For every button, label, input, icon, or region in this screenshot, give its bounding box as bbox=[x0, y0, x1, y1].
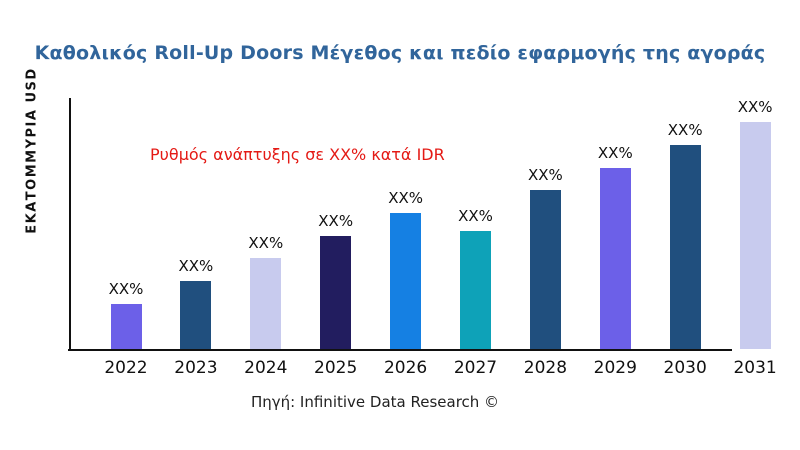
bar-2028 bbox=[529, 190, 561, 349]
bar-value-label-2027: XX% bbox=[458, 207, 493, 225]
bar-2030 bbox=[669, 145, 701, 349]
growth-annotation: Ρυθμός ανάπτυξης σε XX% κατά IDR bbox=[150, 145, 445, 164]
bar-value-label-2028: XX% bbox=[527, 166, 563, 184]
source-text: Πηγή: Infinitive Data Research © bbox=[250, 393, 500, 411]
bar-value-label-2022: XX% bbox=[108, 280, 144, 298]
y-axis-label: ΕΚΑΤΟΜΜΥΡΙΑ USD bbox=[24, 67, 40, 234]
x-tick-2023: 2023 bbox=[174, 358, 218, 378]
bar-2029 bbox=[599, 168, 631, 349]
x-tick-2028: 2028 bbox=[523, 358, 568, 378]
x-tick-2022: 2022 bbox=[104, 358, 148, 378]
bar-2023 bbox=[180, 281, 212, 349]
x-tick-2031: 2031 bbox=[733, 358, 777, 378]
bar-2026 bbox=[390, 213, 422, 349]
bar-value-label-2023: XX% bbox=[178, 257, 214, 275]
bar-2027 bbox=[460, 231, 491, 349]
y-axis-line bbox=[69, 98, 71, 351]
bar-value-label-2029: XX% bbox=[597, 144, 633, 162]
x-tick-2029: 2029 bbox=[593, 358, 637, 378]
x-axis-line bbox=[68, 349, 732, 351]
bar-value-label-2026: XX% bbox=[388, 189, 423, 207]
x-tick-2025: 2025 bbox=[314, 358, 358, 378]
bar-2025 bbox=[320, 236, 352, 349]
bar-2031 bbox=[739, 122, 771, 349]
bar-value-label-2031: XX% bbox=[737, 98, 773, 116]
chart-title: Καθολικός Roll-Up Doors Μέγεθος και πεδί… bbox=[34, 42, 766, 64]
x-tick-2027: 2027 bbox=[453, 358, 498, 378]
bar-value-label-2024: XX% bbox=[248, 234, 284, 252]
bar-2024 bbox=[250, 258, 282, 349]
bar-value-label-2025: XX% bbox=[318, 212, 354, 230]
bar-value-label-2030: XX% bbox=[667, 121, 703, 139]
x-tick-2030: 2030 bbox=[663, 358, 707, 378]
x-tick-2024: 2024 bbox=[244, 358, 288, 378]
x-tick-2026: 2026 bbox=[383, 358, 428, 378]
bar-2022 bbox=[110, 304, 142, 349]
